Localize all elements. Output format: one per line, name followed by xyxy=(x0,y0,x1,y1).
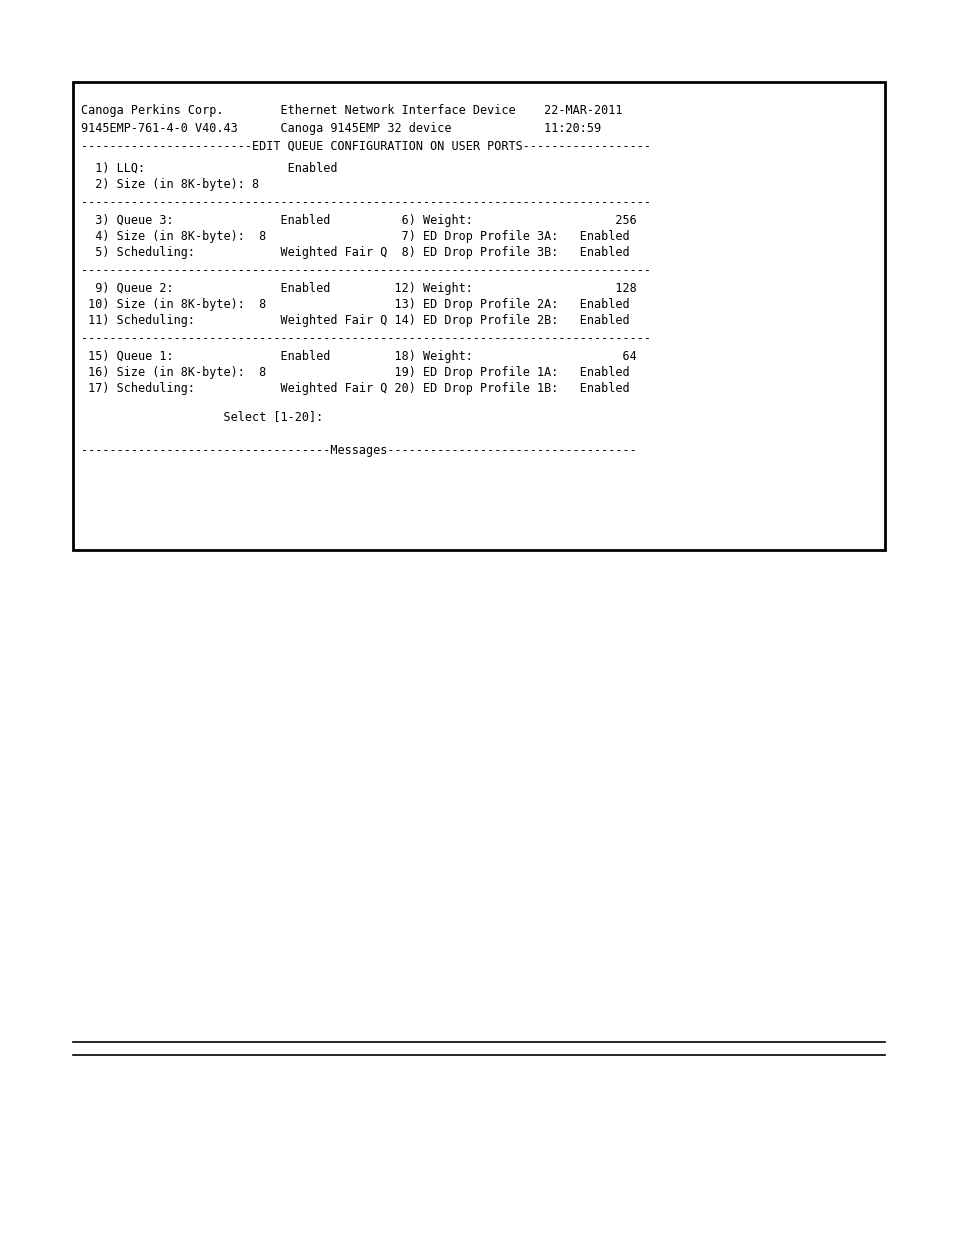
Text: --------------------------------------------------------------------------------: ----------------------------------------… xyxy=(80,332,650,345)
Text: ------------------------EDIT QUEUE CONFIGURATION ON USER PORTS------------------: ------------------------EDIT QUEUE CONFI… xyxy=(80,140,650,153)
Text: -----------------------------------Messages-----------------------------------: -----------------------------------Messa… xyxy=(80,445,636,457)
Text: 1) LLQ:                    Enabled: 1) LLQ: Enabled xyxy=(80,162,336,175)
FancyBboxPatch shape xyxy=(72,82,884,550)
Text: Select [1-20]:: Select [1-20]: xyxy=(80,410,322,424)
Text: 4) Size (in 8K-byte):  8                   7) ED Drop Profile 3A:   Enabled: 4) Size (in 8K-byte): 8 7) ED Drop Profi… xyxy=(80,230,628,243)
Text: 9145EMP-761-4-0 V40.43      Canoga 9145EMP 32 device             11:20:59: 9145EMP-761-4-0 V40.43 Canoga 9145EMP 32… xyxy=(80,122,600,135)
Text: 17) Scheduling:            Weighted Fair Q 20) ED Drop Profile 1B:   Enabled: 17) Scheduling: Weighted Fair Q 20) ED D… xyxy=(80,382,628,395)
Text: Canoga Perkins Corp.        Ethernet Network Interface Device    22-MAR-2011: Canoga Perkins Corp. Ethernet Network In… xyxy=(80,104,621,117)
Text: 15) Queue 1:               Enabled         18) Weight:                     64: 15) Queue 1: Enabled 18) Weight: 64 xyxy=(80,350,636,363)
Text: 2) Size (in 8K-byte): 8: 2) Size (in 8K-byte): 8 xyxy=(80,178,258,191)
Text: 10) Size (in 8K-byte):  8                  13) ED Drop Profile 2A:   Enabled: 10) Size (in 8K-byte): 8 13) ED Drop Pro… xyxy=(80,298,628,311)
Text: --------------------------------------------------------------------------------: ----------------------------------------… xyxy=(80,264,650,277)
Text: 11) Scheduling:            Weighted Fair Q 14) ED Drop Profile 2B:   Enabled: 11) Scheduling: Weighted Fair Q 14) ED D… xyxy=(80,314,628,327)
Text: 3) Queue 3:               Enabled          6) Weight:                    256: 3) Queue 3: Enabled 6) Weight: 256 xyxy=(80,214,636,227)
Text: 9) Queue 2:               Enabled         12) Weight:                    128: 9) Queue 2: Enabled 12) Weight: 128 xyxy=(80,282,636,295)
Text: 16) Size (in 8K-byte):  8                  19) ED Drop Profile 1A:   Enabled: 16) Size (in 8K-byte): 8 19) ED Drop Pro… xyxy=(80,366,628,379)
Text: --------------------------------------------------------------------------------: ----------------------------------------… xyxy=(80,196,650,209)
Text: 5) Scheduling:            Weighted Fair Q  8) ED Drop Profile 3B:   Enabled: 5) Scheduling: Weighted Fair Q 8) ED Dro… xyxy=(80,246,628,259)
